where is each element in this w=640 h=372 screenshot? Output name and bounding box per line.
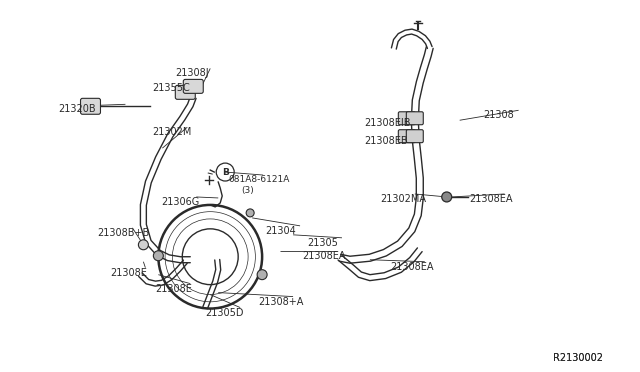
Text: 21302MA: 21302MA [380,194,426,204]
Text: 21305D: 21305D [205,308,244,318]
FancyBboxPatch shape [175,86,195,99]
Text: 21308: 21308 [484,110,515,120]
Text: B: B [222,167,228,177]
Text: 21355C: 21355C [152,83,190,93]
Text: 21308B+B: 21308B+B [97,228,150,238]
Text: 21308EA: 21308EA [390,262,433,272]
Circle shape [257,270,267,280]
Text: 21308J: 21308J [175,68,209,78]
FancyBboxPatch shape [398,112,415,125]
Circle shape [246,209,254,217]
Text: 21302M: 21302M [152,127,192,137]
Text: 081A8-6121A: 081A8-6121A [228,175,289,184]
Circle shape [154,251,163,261]
Text: (3): (3) [241,186,254,195]
Text: 21306G: 21306G [161,197,200,207]
Text: R2130002: R2130002 [554,353,604,363]
Text: 21308E: 21308E [111,268,147,278]
Circle shape [442,192,452,202]
Text: 21308EB: 21308EB [364,136,408,146]
FancyBboxPatch shape [406,112,423,125]
Text: 21320B: 21320B [59,104,96,114]
Text: 21308E: 21308E [156,283,192,294]
FancyBboxPatch shape [406,130,423,143]
Text: 21308EA: 21308EA [302,251,346,261]
Text: 21308+A: 21308+A [258,296,303,307]
Text: 21308EA: 21308EA [470,194,513,204]
FancyBboxPatch shape [81,98,100,114]
Text: 21305: 21305 [307,238,338,248]
Circle shape [138,240,148,250]
Text: 21304: 21304 [265,226,296,236]
Text: 21308EIB: 21308EIB [364,118,410,128]
FancyBboxPatch shape [398,130,415,143]
Text: R2130002: R2130002 [554,353,604,363]
FancyBboxPatch shape [183,79,204,93]
